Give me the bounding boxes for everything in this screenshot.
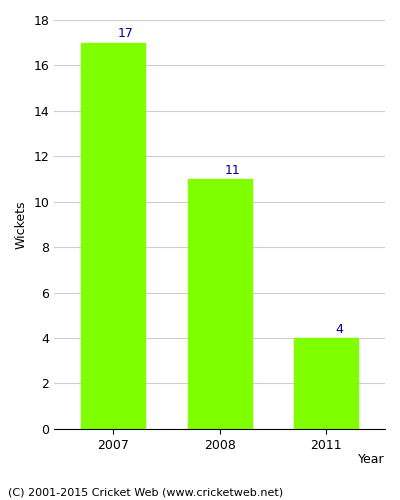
Bar bbox=[188, 179, 252, 429]
Text: 11: 11 bbox=[224, 164, 240, 176]
Text: (C) 2001-2015 Cricket Web (www.cricketweb.net): (C) 2001-2015 Cricket Web (www.cricketwe… bbox=[8, 488, 283, 498]
Text: 17: 17 bbox=[118, 28, 134, 40]
Y-axis label: Wickets: Wickets bbox=[15, 200, 28, 248]
Text: Year: Year bbox=[358, 454, 385, 466]
Bar bbox=[294, 338, 358, 429]
Text: 4: 4 bbox=[335, 323, 343, 336]
Bar bbox=[81, 42, 145, 429]
